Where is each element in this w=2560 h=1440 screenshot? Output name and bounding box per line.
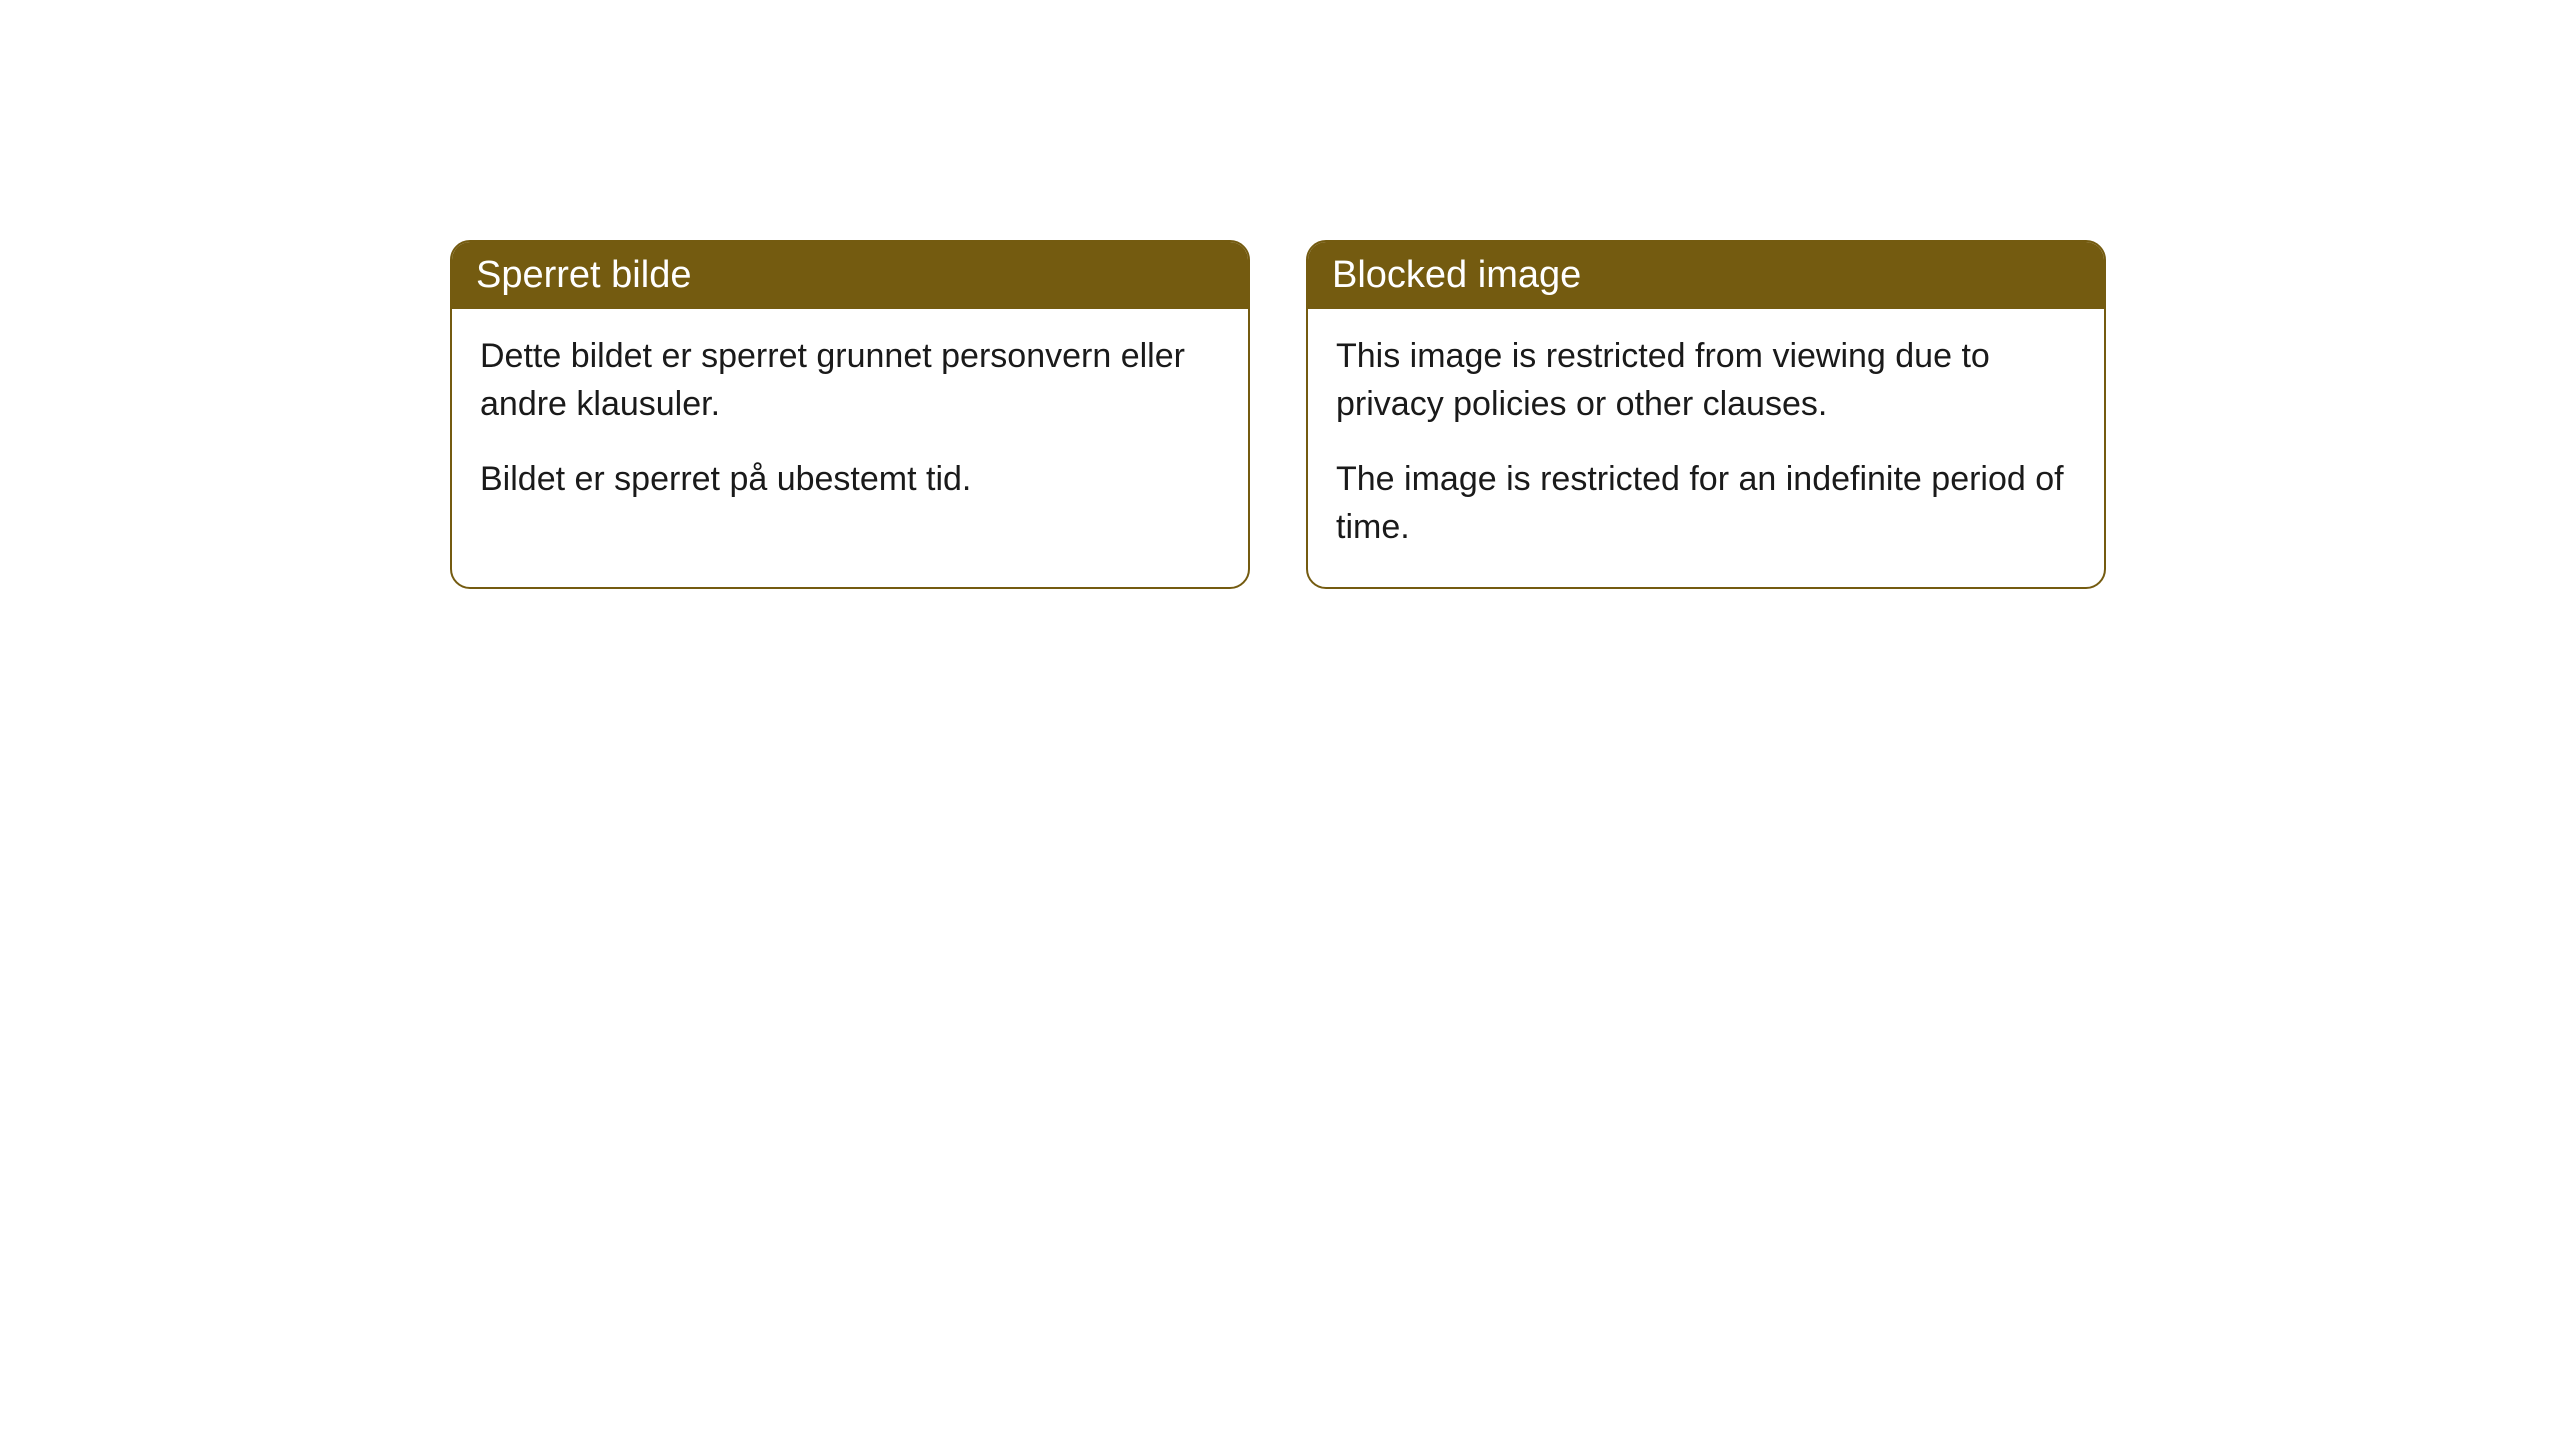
- card-header: Sperret bilde: [452, 242, 1248, 309]
- notice-card-english: Blocked image This image is restricted f…: [1306, 240, 2106, 589]
- card-paragraph: This image is restricted from viewing du…: [1336, 333, 2076, 428]
- card-body: Dette bildet er sperret grunnet personve…: [452, 309, 1248, 540]
- card-paragraph: The image is restricted for an indefinit…: [1336, 456, 2076, 551]
- card-paragraph: Dette bildet er sperret grunnet personve…: [480, 333, 1220, 428]
- notice-cards-container: Sperret bilde Dette bildet er sperret gr…: [450, 240, 2560, 589]
- card-header: Blocked image: [1308, 242, 2104, 309]
- notice-card-norwegian: Sperret bilde Dette bildet er sperret gr…: [450, 240, 1250, 589]
- card-title: Sperret bilde: [476, 254, 691, 296]
- card-paragraph: Bildet er sperret på ubestemt tid.: [480, 456, 1220, 504]
- card-title: Blocked image: [1332, 254, 1581, 296]
- card-body: This image is restricted from viewing du…: [1308, 309, 2104, 587]
